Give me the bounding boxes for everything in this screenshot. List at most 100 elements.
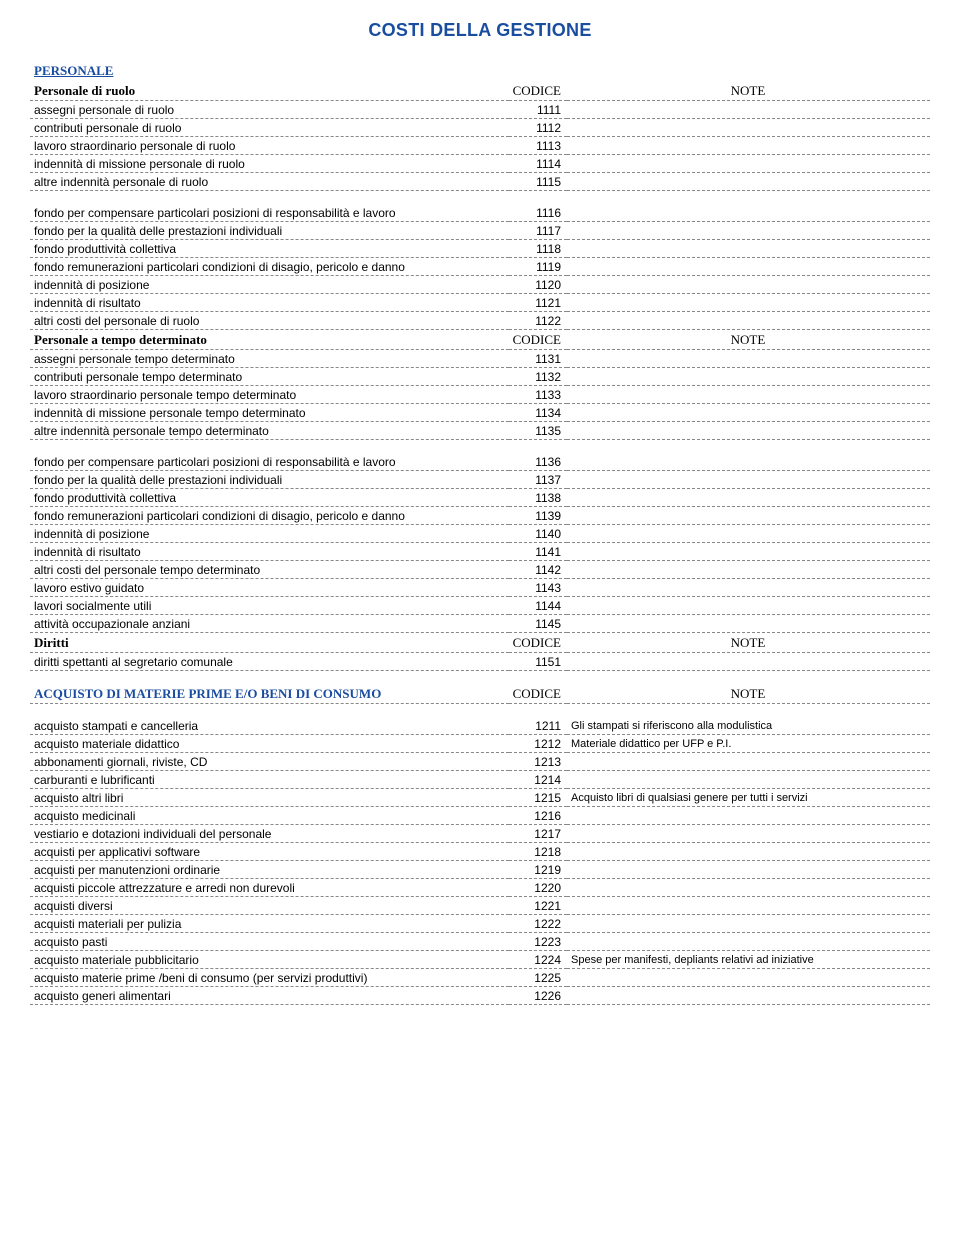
table-row: acquisto generi alimentari1226 bbox=[30, 987, 930, 1005]
table-row: altri costi del personale di ruolo1122 bbox=[30, 312, 930, 330]
table-row: indennità di missione personale di ruolo… bbox=[30, 155, 930, 173]
row-note bbox=[567, 507, 930, 525]
table-row: acquisto materiale pubblicitario1224Spes… bbox=[30, 951, 930, 969]
row-code: 1214 bbox=[508, 771, 566, 789]
row-label: indennità di posizione bbox=[30, 276, 508, 294]
row-note bbox=[567, 489, 930, 507]
row-code: 1122 bbox=[508, 312, 566, 330]
row-note bbox=[567, 312, 930, 330]
table-row: lavori socialmente utili1144 bbox=[30, 597, 930, 615]
section-title: Personale a tempo determinato bbox=[30, 330, 508, 350]
row-label: attività occupazionale anziani bbox=[30, 615, 508, 633]
row-label: contributi personale tempo determinato bbox=[30, 368, 508, 386]
table-row: assegni personale tempo determinato1131 bbox=[30, 350, 930, 368]
table-row: acquisto stampati e cancelleria1211Gli s… bbox=[30, 717, 930, 735]
row-label: indennità di missione personale tempo de… bbox=[30, 404, 508, 422]
row-label: diritti spettanti al segretario comunale bbox=[30, 653, 508, 671]
page-title: COSTI DELLA GESTIONE bbox=[30, 20, 930, 41]
table-row: indennità di risultato1121 bbox=[30, 294, 930, 312]
codice-header: CODICE bbox=[508, 330, 566, 350]
row-label: indennità di risultato bbox=[30, 294, 508, 312]
row-note bbox=[567, 386, 930, 404]
row-note bbox=[567, 807, 930, 825]
row-label: acquisti per applicativi software bbox=[30, 843, 508, 861]
row-code: 1224 bbox=[508, 951, 566, 969]
row-label: acquisto materiale pubblicitario bbox=[30, 951, 508, 969]
table-row: acquisti piccole attrezzature e arredi n… bbox=[30, 879, 930, 897]
table-row: fondo produttività collettiva1118 bbox=[30, 240, 930, 258]
row-label: acquisto altri libri bbox=[30, 789, 508, 807]
note-header: NOTE bbox=[567, 684, 930, 704]
row-label: indennità di risultato bbox=[30, 543, 508, 561]
row-label: altri costi del personale di ruolo bbox=[30, 312, 508, 330]
row-label: indennità di posizione bbox=[30, 525, 508, 543]
row-note bbox=[567, 258, 930, 276]
row-label: fondo produttività collettiva bbox=[30, 489, 508, 507]
row-note bbox=[567, 119, 930, 137]
table-row: acquisti diversi1221 bbox=[30, 897, 930, 915]
row-code: 1112 bbox=[508, 119, 566, 137]
row-code: 1134 bbox=[508, 404, 566, 422]
row-note: Acquisto libri di qualsiasi genere per t… bbox=[567, 789, 930, 807]
table-row: altri costi del personale tempo determin… bbox=[30, 561, 930, 579]
row-note bbox=[567, 579, 930, 597]
row-code: 1119 bbox=[508, 258, 566, 276]
row-note bbox=[567, 987, 930, 1005]
row-code: 1141 bbox=[508, 543, 566, 561]
row-code: 1223 bbox=[508, 933, 566, 951]
row-code: 1137 bbox=[508, 471, 566, 489]
row-note bbox=[567, 101, 930, 119]
row-label: acquisti materiali per pulizia bbox=[30, 915, 508, 933]
table-row: fondo produttività collettiva1138 bbox=[30, 489, 930, 507]
row-note bbox=[567, 350, 930, 368]
table-row: lavoro straordinario personale di ruolo1… bbox=[30, 137, 930, 155]
row-label: lavoro straordinario personale tempo det… bbox=[30, 386, 508, 404]
row-note bbox=[567, 294, 930, 312]
row-label: fondo per la qualità delle prestazioni i… bbox=[30, 471, 508, 489]
row-note: Gli stampati si riferiscono alla modulis… bbox=[567, 717, 930, 735]
row-label: lavoro straordinario personale di ruolo bbox=[30, 137, 508, 155]
table-row: carburanti e lubrificanti1214 bbox=[30, 771, 930, 789]
row-code: 1117 bbox=[508, 222, 566, 240]
section-header: ACQUISTO DI MATERIE PRIME E/O BENI DI CO… bbox=[30, 684, 930, 704]
row-code: 1135 bbox=[508, 422, 566, 440]
row-note bbox=[567, 879, 930, 897]
row-code: 1142 bbox=[508, 561, 566, 579]
row-code: 1140 bbox=[508, 525, 566, 543]
table-row: contributi personale di ruolo1112 bbox=[30, 119, 930, 137]
row-note bbox=[567, 155, 930, 173]
row-note bbox=[567, 933, 930, 951]
row-note bbox=[567, 173, 930, 191]
row-code: 1139 bbox=[508, 507, 566, 525]
row-label: fondo per compensare particolari posizio… bbox=[30, 204, 508, 222]
row-code: 1211 bbox=[508, 717, 566, 735]
row-label: acquisti per manutenzioni ordinarie bbox=[30, 861, 508, 879]
spacer-row bbox=[30, 704, 930, 718]
table-row: indennità di posizione1140 bbox=[30, 525, 930, 543]
section-header: DirittiCODICENOTE bbox=[30, 633, 930, 653]
row-label: vestiario e dotazioni individuali del pe… bbox=[30, 825, 508, 843]
table-row: fondo remunerazioni particolari condizio… bbox=[30, 258, 930, 276]
row-note bbox=[567, 137, 930, 155]
row-code: 1115 bbox=[508, 173, 566, 191]
note-header: NOTE bbox=[567, 633, 930, 653]
row-code: 1131 bbox=[508, 350, 566, 368]
row-label: acquisti diversi bbox=[30, 897, 508, 915]
codice-header: CODICE bbox=[508, 633, 566, 653]
row-code: 1116 bbox=[508, 204, 566, 222]
row-note bbox=[567, 969, 930, 987]
table-row: contributi personale tempo determinato11… bbox=[30, 368, 930, 386]
row-code: 1218 bbox=[508, 843, 566, 861]
row-label: assegni personale di ruolo bbox=[30, 101, 508, 119]
codice-header: CODICE bbox=[508, 684, 566, 704]
row-note: Spese per manifesti, depliants relativi … bbox=[567, 951, 930, 969]
row-code: 1213 bbox=[508, 753, 566, 771]
row-note bbox=[567, 368, 930, 386]
row-code: 1133 bbox=[508, 386, 566, 404]
row-note bbox=[567, 561, 930, 579]
row-code: 1136 bbox=[508, 453, 566, 471]
row-note bbox=[567, 543, 930, 561]
row-code: 1120 bbox=[508, 276, 566, 294]
row-note bbox=[567, 204, 930, 222]
row-label: acquisto materiale didattico bbox=[30, 735, 508, 753]
